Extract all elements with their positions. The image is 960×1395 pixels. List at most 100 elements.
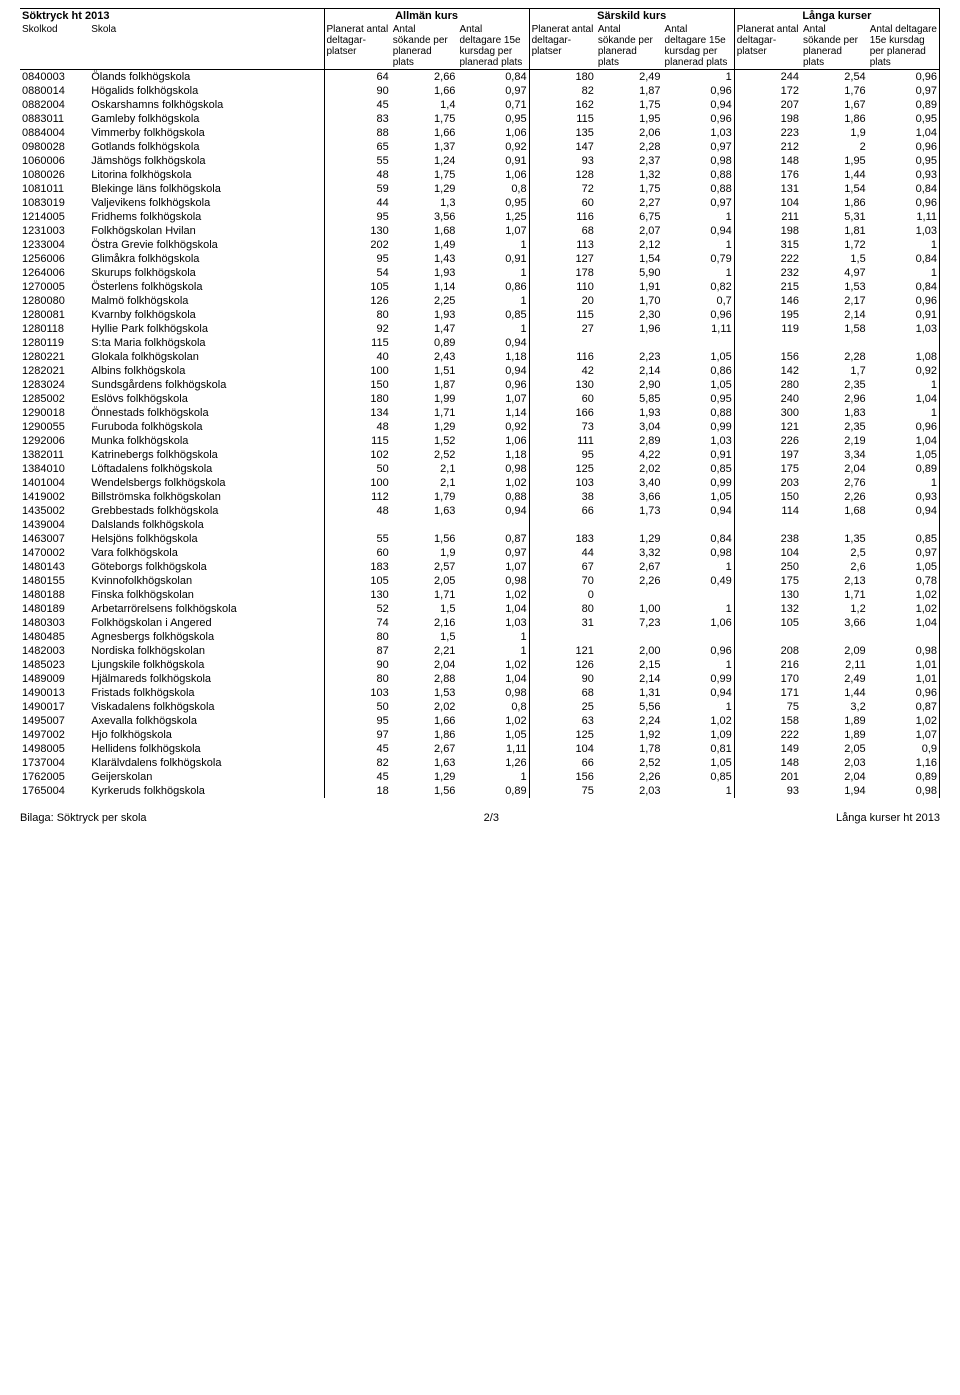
- cell-skolkod: 0883011: [20, 112, 89, 126]
- cell-value: [663, 630, 735, 644]
- cell-value: 1,05: [663, 350, 735, 364]
- cell-value: 105: [324, 574, 391, 588]
- cell-skolkod: 1283024: [20, 378, 89, 392]
- cell-value: 1,29: [391, 770, 458, 784]
- cell-value: 1,07: [457, 560, 529, 574]
- cell-value: 0,96: [663, 644, 735, 658]
- cell-value: 183: [324, 560, 391, 574]
- cell-value: 0,93: [868, 168, 940, 182]
- cell-value: 1,02: [457, 588, 529, 602]
- cell-value: 175: [734, 462, 801, 476]
- cell-value: 82: [324, 756, 391, 770]
- cell-value: 2,05: [801, 742, 868, 756]
- cell-skola: Folkhögskolan i Angered: [89, 616, 324, 630]
- cell-value: 0,99: [663, 672, 735, 686]
- cell-value: 1,87: [391, 378, 458, 392]
- cell-value: 1,00: [596, 602, 663, 616]
- table-row: 1081011Blekinge läns folkhögskola591,290…: [20, 182, 940, 196]
- cell-value: 0,89: [868, 98, 940, 112]
- cell-value: 2,27: [596, 196, 663, 210]
- cell-value: 1,07: [457, 392, 529, 406]
- cell-value: 1,93: [596, 406, 663, 420]
- cell-value: 1,49: [391, 238, 458, 252]
- cell-value: 1,66: [391, 126, 458, 140]
- cell-value: 2,09: [801, 644, 868, 658]
- cell-value: 130: [324, 588, 391, 602]
- cell-value: 44: [529, 546, 596, 560]
- cell-value: 1,99: [391, 392, 458, 406]
- cell-value: 67: [529, 560, 596, 574]
- cell-skola: Skurups folkhögskola: [89, 266, 324, 280]
- cell-value: 0,8: [457, 700, 529, 714]
- cell-value: 0,96: [663, 112, 735, 126]
- cell-value: [663, 588, 735, 602]
- cell-value: 0,84: [457, 70, 529, 85]
- cell-skola: Nordiska folkhögskolan: [89, 644, 324, 658]
- cell-skolkod: 1480188: [20, 588, 89, 602]
- cell-value: 166: [529, 406, 596, 420]
- cell-value: 0,91: [663, 448, 735, 462]
- cell-value: 93: [529, 154, 596, 168]
- cell-value: 2,23: [596, 350, 663, 364]
- cell-skola: Ljungskile folkhögskola: [89, 658, 324, 672]
- cell-value: 201: [734, 770, 801, 784]
- cell-value: 1,56: [391, 784, 458, 798]
- cell-skolkod: 0840003: [20, 70, 89, 85]
- cell-value: 2: [801, 140, 868, 154]
- table-row: 1280221Glokala folkhögskolan402,431,1811…: [20, 350, 940, 364]
- cell-value: 2,14: [596, 672, 663, 686]
- cell-value: 0,86: [663, 364, 735, 378]
- cell-value: 68: [529, 224, 596, 238]
- table-row: 0883011Gamleby folkhögskola831,750,95115…: [20, 112, 940, 126]
- cell-value: 1,63: [391, 756, 458, 770]
- cell-value: 1,14: [457, 406, 529, 420]
- cell-value: 54: [324, 266, 391, 280]
- table-row: 1419002Billströmska folkhögskolan1121,79…: [20, 490, 940, 504]
- cell-value: [596, 518, 663, 532]
- cell-value: 2,96: [801, 392, 868, 406]
- cell-value: 1: [868, 378, 940, 392]
- table-row: 1435002Grebbestads folkhögskola481,630,9…: [20, 504, 940, 518]
- hdr-col3-a: Antal deltagare 15e kursdag per planerad…: [457, 23, 529, 70]
- cell-value: 1,68: [391, 224, 458, 238]
- table-row: 1498005Hellidens folkhögskola452,671,111…: [20, 742, 940, 756]
- table-row: 1283024Sundsgårdens folkhögskola1501,870…: [20, 378, 940, 392]
- cell-value: [663, 336, 735, 350]
- cell-value: 1,89: [801, 714, 868, 728]
- cell-value: 0,94: [663, 504, 735, 518]
- cell-skolkod: 1256006: [20, 252, 89, 266]
- cell-value: 44: [324, 196, 391, 210]
- table-row: 1482003Nordiska folkhögskolan872,2111212…: [20, 644, 940, 658]
- hdr-col2-c: Antal sökande per planerad plats: [801, 23, 868, 70]
- cell-skolkod: 1290055: [20, 420, 89, 434]
- cell-value: 2,54: [801, 70, 868, 85]
- cell-value: 198: [734, 112, 801, 126]
- cell-value: 130: [734, 588, 801, 602]
- cell-skola: Malmö folkhögskola: [89, 294, 324, 308]
- cell-value: 3,66: [801, 616, 868, 630]
- cell-value: 0,95: [663, 392, 735, 406]
- cell-value: 0,89: [391, 336, 458, 350]
- cell-value: 125: [529, 462, 596, 476]
- cell-value: 1,75: [596, 98, 663, 112]
- cell-value: 1,81: [801, 224, 868, 238]
- cell-value: 115: [324, 336, 391, 350]
- cell-value: 113: [529, 238, 596, 252]
- cell-value: 0,89: [457, 784, 529, 798]
- table-row: 1463007Helsjöns folkhögskola551,560,8718…: [20, 532, 940, 546]
- table-row: 1384010Löftadalens folkhögskola502,10,98…: [20, 462, 940, 476]
- cell-value: 2,89: [596, 434, 663, 448]
- footer: Bilaga: Söktryck per skola 2/3 Långa kur…: [20, 812, 940, 824]
- cell-value: 1: [663, 238, 735, 252]
- cell-value: 115: [529, 308, 596, 322]
- cell-value: 232: [734, 266, 801, 280]
- cell-value: [529, 630, 596, 644]
- cell-skola: Munka folkhögskola: [89, 434, 324, 448]
- cell-value: 20: [529, 294, 596, 308]
- cell-value: 0,88: [457, 490, 529, 504]
- cell-value: 0,96: [868, 294, 940, 308]
- cell-value: 0,96: [868, 420, 940, 434]
- cell-skola: Kvarnby folkhögskola: [89, 308, 324, 322]
- cell-value: 2,67: [391, 742, 458, 756]
- cell-value: 1: [868, 476, 940, 490]
